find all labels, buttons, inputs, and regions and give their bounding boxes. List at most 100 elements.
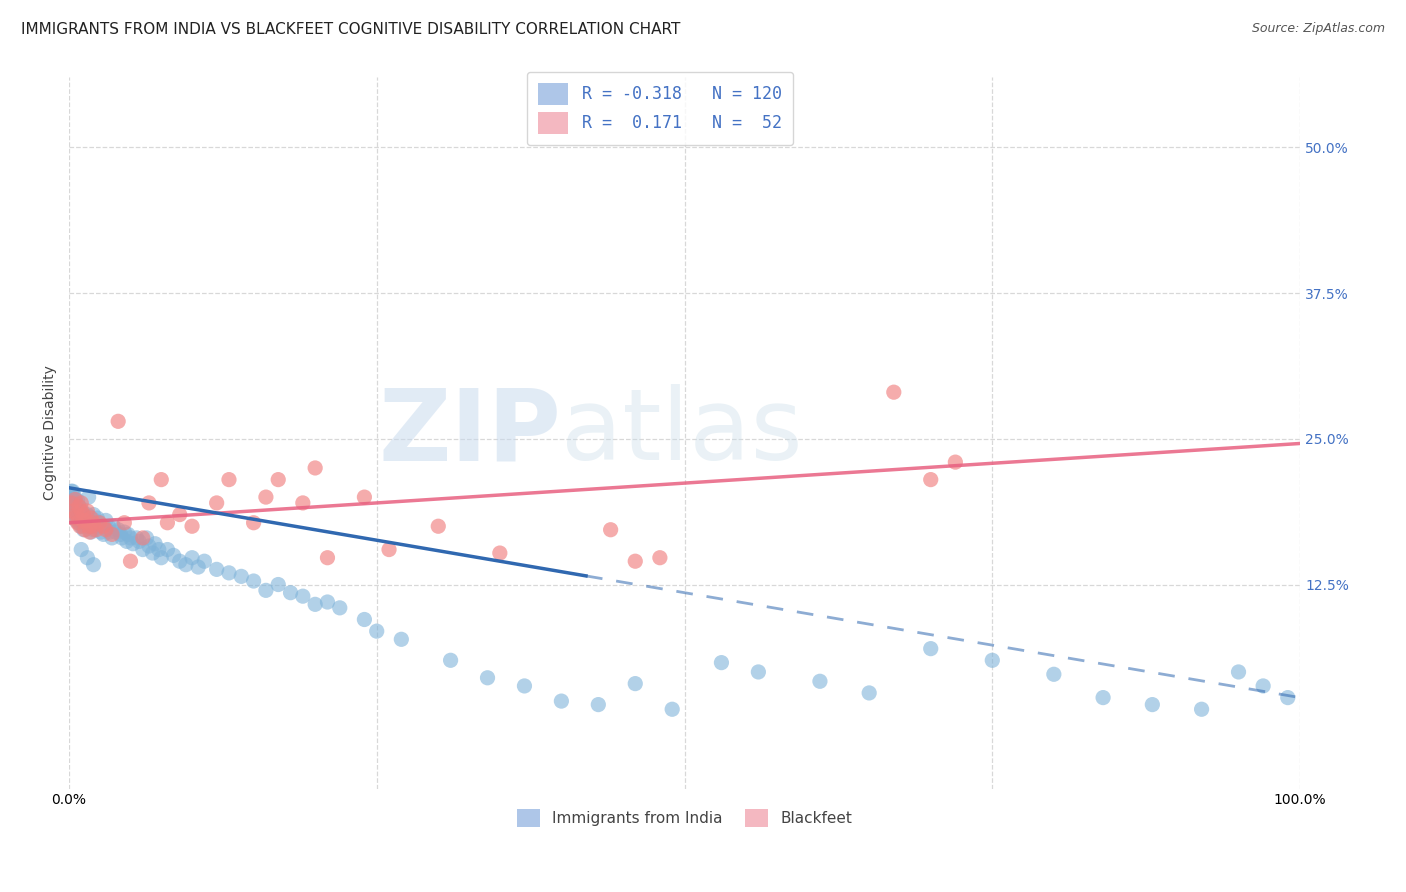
Point — [77, 490, 100, 504]
Point — [353, 490, 375, 504]
Point — [588, 698, 610, 712]
Point — [80, 511, 103, 525]
Point — [920, 473, 942, 487]
Point — [943, 455, 966, 469]
Point — [65, 513, 87, 527]
Point — [156, 516, 179, 530]
Point — [550, 694, 572, 708]
Point — [87, 516, 110, 530]
Point — [72, 516, 94, 530]
Point — [72, 508, 94, 522]
Point — [63, 492, 86, 507]
Point — [76, 508, 98, 522]
Point — [90, 524, 112, 539]
Point — [316, 550, 339, 565]
Point — [304, 461, 326, 475]
Point — [65, 497, 87, 511]
Point — [162, 549, 184, 563]
Point — [624, 554, 647, 568]
Point — [150, 550, 173, 565]
Point — [65, 504, 87, 518]
Point — [488, 546, 510, 560]
Point — [67, 508, 90, 522]
Point — [80, 524, 103, 539]
Point — [101, 527, 124, 541]
Point — [66, 493, 89, 508]
Point — [110, 527, 132, 541]
Point — [82, 519, 104, 533]
Point — [231, 569, 253, 583]
Point — [97, 519, 120, 533]
Point — [60, 484, 83, 499]
Point — [710, 656, 733, 670]
Point — [1142, 698, 1164, 712]
Point — [1251, 679, 1274, 693]
Point — [427, 519, 450, 533]
Point — [304, 598, 326, 612]
Point — [858, 686, 880, 700]
Text: ZIP: ZIP — [378, 384, 561, 482]
Point — [62, 484, 84, 499]
Point — [73, 508, 96, 522]
Point — [981, 653, 1004, 667]
Point — [70, 511, 93, 525]
Point — [84, 519, 107, 533]
Point — [218, 473, 240, 487]
Point — [83, 513, 105, 527]
Point — [79, 524, 101, 539]
Point — [1227, 665, 1250, 679]
Point — [156, 542, 179, 557]
Point — [138, 496, 160, 510]
Point — [120, 531, 142, 545]
Point — [329, 600, 352, 615]
Point — [82, 519, 104, 533]
Point — [599, 523, 621, 537]
Text: atlas: atlas — [561, 384, 803, 482]
Point — [920, 641, 942, 656]
Point — [648, 550, 671, 565]
Point — [63, 508, 86, 522]
Point — [62, 501, 84, 516]
Point — [142, 546, 165, 560]
Point — [86, 511, 108, 525]
Point — [205, 496, 228, 510]
Point — [104, 524, 127, 539]
Point — [132, 531, 155, 545]
Point — [63, 496, 86, 510]
Point — [80, 516, 103, 530]
Y-axis label: Cognitive Disability: Cognitive Disability — [44, 366, 58, 500]
Point — [94, 513, 117, 527]
Point — [148, 542, 170, 557]
Point — [94, 523, 117, 537]
Point — [115, 534, 138, 549]
Point — [661, 702, 683, 716]
Point — [93, 519, 115, 533]
Point — [267, 473, 290, 487]
Point — [73, 523, 96, 537]
Legend: Immigrants from India, Blackfeet: Immigrants from India, Blackfeet — [509, 801, 860, 834]
Point — [169, 554, 191, 568]
Point — [98, 524, 121, 539]
Point — [67, 500, 90, 514]
Point — [103, 519, 125, 533]
Point — [83, 523, 105, 537]
Point — [174, 558, 197, 572]
Point — [73, 523, 96, 537]
Point — [1092, 690, 1115, 705]
Point — [181, 550, 204, 565]
Point — [91, 519, 114, 533]
Point — [1043, 667, 1066, 681]
Point — [316, 595, 339, 609]
Point — [73, 519, 96, 533]
Point — [65, 508, 87, 522]
Point — [389, 632, 412, 647]
Point — [83, 508, 105, 522]
Point — [66, 516, 89, 530]
Point — [63, 492, 86, 507]
Point — [254, 583, 277, 598]
Point — [101, 531, 124, 545]
Point — [75, 516, 97, 530]
Point — [117, 527, 139, 541]
Point — [75, 513, 97, 527]
Point — [69, 519, 91, 533]
